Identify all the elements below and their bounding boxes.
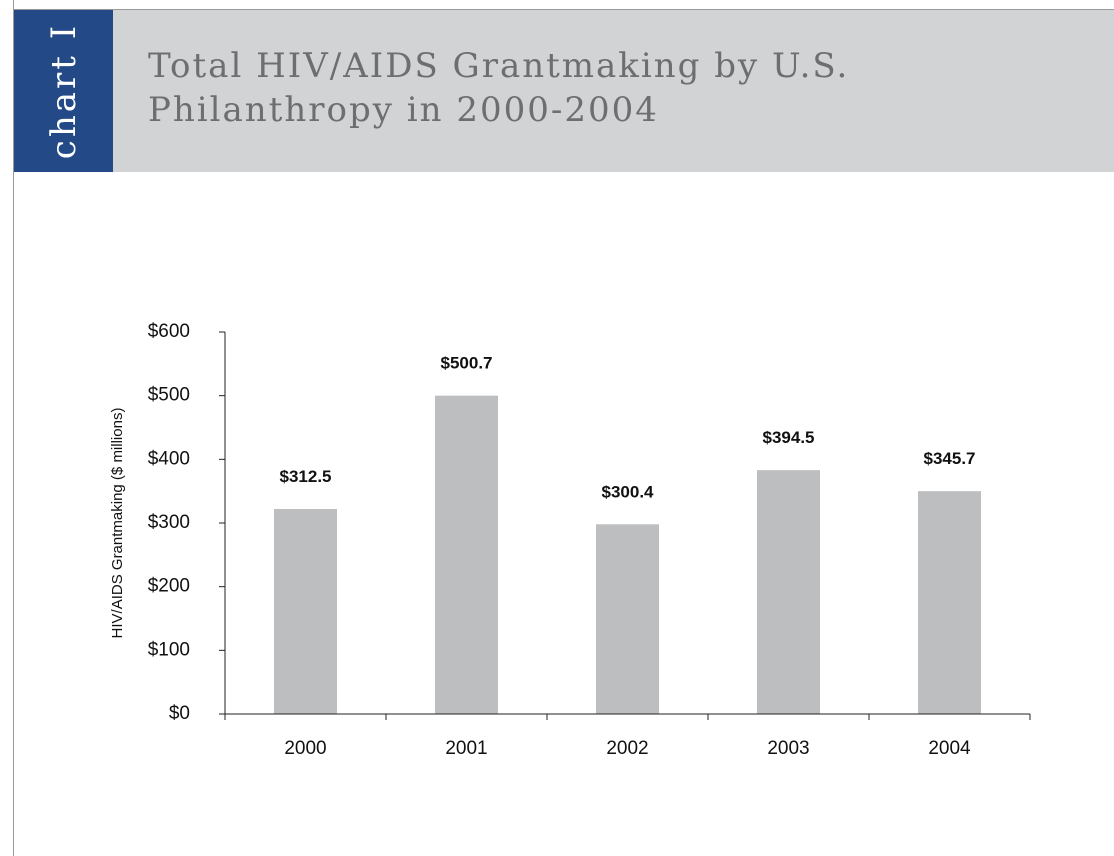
bar-value-label: $345.7 (924, 449, 976, 468)
bar (596, 524, 659, 714)
bar-value-label: $300.4 (602, 482, 655, 501)
axes-group (219, 331, 1031, 720)
bars-group (274, 395, 981, 714)
frame-left-rule (13, 0, 14, 856)
bar-value-label: $500.7 (441, 354, 493, 373)
y-tick-label: $200 (148, 576, 190, 597)
bar-value-label: $394.5 (763, 428, 815, 447)
y-tick-label: $300 (148, 512, 190, 533)
y-tick-label: $400 (148, 448, 190, 469)
y-tick-label: $100 (148, 639, 190, 660)
title-line-1: Total HIV/AIDS Grantmaking by U.S. (148, 46, 850, 86)
chart-title: Total HIV/AIDS Grantmaking by U.S. Phila… (148, 44, 1048, 132)
y-tick-label: $500 (148, 385, 190, 406)
x-tick-label: 2003 (767, 738, 809, 759)
bar (274, 508, 337, 714)
y-tick-label: $600 (148, 321, 190, 342)
title-line-2: Philanthropy in 2000-2004 (148, 90, 659, 130)
frame-top-rule (13, 9, 1114, 10)
bar-value-label: $312.5 (280, 467, 332, 486)
bar (757, 470, 820, 714)
title-band (113, 10, 1114, 172)
y-axis-label: HIV/AIDS Grantmaking ($ millions) (109, 408, 126, 639)
labels-group: $0 $100 $200 $300 $400 $500 $600 $312.5 2000 $500… (148, 321, 976, 759)
x-tick-label: 2004 (928, 738, 971, 759)
bar (435, 395, 498, 714)
bar (918, 491, 981, 714)
chart-tab: chart I (14, 10, 113, 172)
x-tick-label: 2000 (284, 738, 326, 759)
y-tick-label: $0 (169, 703, 190, 724)
x-tick-label: 2001 (445, 738, 487, 759)
x-tick-label: 2002 (606, 738, 648, 759)
